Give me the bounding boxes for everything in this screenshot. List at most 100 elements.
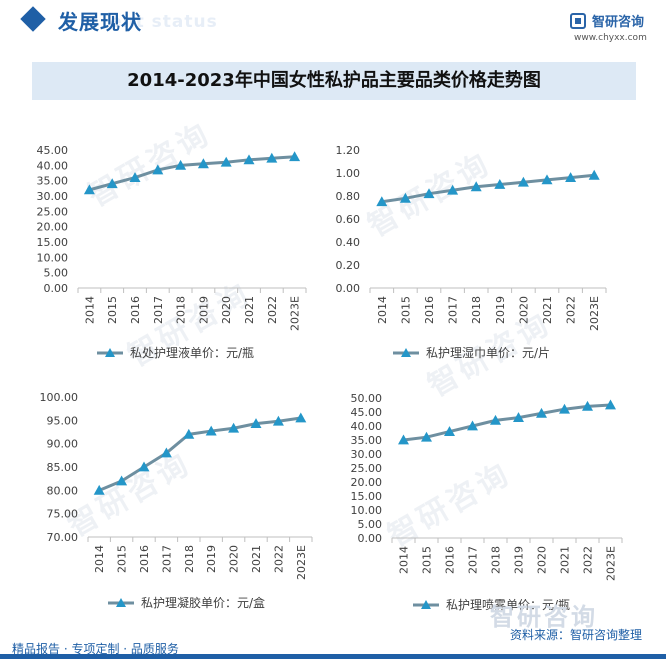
y-tick-label: 50.00: [351, 392, 383, 405]
x-tick-label: 2023E: [588, 296, 601, 331]
y-tick-label: 0.00: [358, 532, 383, 545]
data-point-marker: [129, 172, 141, 182]
x-tick-label: 2018: [490, 546, 503, 574]
y-tick-label: 80.00: [47, 484, 79, 497]
header-ghost-text: ent status: [110, 12, 218, 32]
logo-name: 智研咨询: [592, 15, 645, 30]
legend-label: 私护理凝胶单价：元/盒: [141, 595, 265, 610]
y-tick-label: 95.00: [47, 414, 79, 427]
y-tick-label: 40.00: [37, 159, 69, 172]
data-point-marker: [399, 192, 411, 203]
y-tick-label: 25.00: [351, 462, 383, 475]
legend-marker: [401, 348, 411, 357]
y-tick-label: 0.60: [336, 213, 361, 226]
legend-marker: [116, 598, 126, 607]
footer-bar: [0, 654, 666, 659]
data-point-marker: [106, 178, 118, 189]
y-tick-label: 45.00: [37, 144, 69, 157]
y-tick-label: 35.00: [351, 434, 383, 447]
x-tick-label: 2019: [205, 545, 218, 573]
source-note: 资料来源：智研咨询整理: [510, 628, 643, 642]
y-tick-label: 100.00: [40, 391, 79, 404]
data-point-marker: [295, 412, 307, 423]
x-tick-label: 2021: [541, 296, 554, 324]
data-point-marker: [517, 176, 529, 187]
legend-label: 私护理湿巾单价：元/片: [426, 345, 550, 360]
series-line: [89, 155, 295, 192]
data-point-marker: [175, 159, 187, 170]
x-tick-label: 2022: [565, 296, 578, 324]
y-tick-label: 1.20: [336, 144, 361, 157]
data-point-marker: [160, 447, 172, 458]
data-point-marker: [250, 418, 262, 428]
y-tick-label: 10.00: [351, 504, 383, 517]
data-point-marker: [513, 412, 524, 422]
x-tick-label: 2021: [250, 545, 263, 573]
legend-label: 私处护理液单价：元/瓶: [130, 345, 254, 360]
y-tick-label: 40.00: [351, 420, 383, 433]
x-tick-label: 2015: [421, 546, 434, 574]
data-point-marker: [423, 188, 435, 199]
data-point-marker: [398, 434, 409, 445]
data-point-marker: [605, 399, 616, 410]
data-point-marker: [197, 158, 209, 169]
y-tick-label: 75.00: [47, 508, 79, 521]
y-tick-label: 0.00: [44, 282, 69, 295]
x-tick-label: 2020: [228, 545, 241, 573]
data-point-marker: [220, 156, 232, 167]
header: ent status 发展现状 智研咨询 www.chyxx.com: [0, 0, 666, 50]
y-tick-label: 85.00: [47, 461, 79, 474]
data-point-marker: [582, 400, 593, 411]
data-point-marker: [376, 196, 388, 207]
data-point-marker: [470, 181, 482, 192]
x-tick-label: 2019: [197, 296, 210, 324]
y-tick-label: 5.00: [358, 518, 383, 531]
data-point-marker: [138, 461, 150, 472]
x-tick-label: 2018: [175, 296, 188, 324]
x-tick-label: 2017: [447, 296, 460, 324]
x-tick-label: 2022: [582, 546, 595, 574]
logo-icon: [570, 13, 586, 29]
chart-panel-2: 0.00 0.20 0.40 0.60 0.80 1.00 1.20 2014 2015 2016…: [336, 144, 607, 360]
y-tick-label: 0.80: [336, 190, 361, 203]
x-tick-label: 2021: [243, 296, 256, 324]
x-tick-label: 2023E: [295, 545, 308, 580]
y-tick-label: 0.20: [336, 259, 361, 272]
data-point-marker: [541, 174, 553, 185]
series-line: [98, 416, 302, 492]
x-tick-label: 2018: [470, 296, 483, 324]
data-point-marker: [536, 407, 547, 418]
data-point-marker: [559, 403, 570, 414]
logo-url: www.chyxx.com: [574, 33, 647, 43]
legend-marker: [421, 600, 431, 609]
data-point-marker: [243, 154, 255, 165]
data-point-marker: [490, 414, 501, 425]
x-tick-label: 2022: [272, 545, 285, 573]
data-point-marker: [83, 184, 95, 195]
y-tick-label: 25.00: [37, 205, 69, 218]
x-tick-label: 2014: [376, 296, 389, 324]
x-tick-label: 2016: [129, 296, 142, 324]
chart-panel-1: 0.00 5.00 10.00 15.00 20.00 25.00 30.00 35.00 40…: [37, 144, 307, 360]
y-tick-label: 20.00: [37, 221, 69, 234]
x-tick-label: 2015: [399, 296, 412, 324]
chart-panel-3: 70.00 75.00 80.00 85.00 90.00 95.00 100.00 2014…: [40, 391, 313, 610]
x-tick-label: 2020: [536, 546, 549, 574]
legend-label: 私护理喷雾单价：元/瓶: [446, 598, 570, 612]
y-tick-label: 5.00: [44, 267, 69, 280]
x-tick-label: 2015: [116, 545, 129, 573]
data-point-marker: [444, 426, 455, 436]
x-tick-label: 2018: [183, 545, 196, 573]
title-bar: 2014-2023年中国女性私护品主要品类价格走势图: [32, 62, 636, 100]
y-tick-label: 90.00: [47, 438, 79, 451]
data-point-marker: [205, 425, 217, 436]
y-tick-label: 15.00: [351, 490, 383, 503]
x-tick-label: 2021: [559, 546, 572, 574]
data-point-marker: [447, 184, 459, 195]
x-tick-label: 2017: [160, 545, 173, 573]
data-point-marker: [116, 475, 128, 486]
x-tick-label: 2017: [467, 546, 480, 574]
data-point-marker: [588, 169, 600, 180]
x-tick-label: 2015: [106, 296, 119, 324]
y-tick-label: 1.00: [336, 167, 361, 180]
